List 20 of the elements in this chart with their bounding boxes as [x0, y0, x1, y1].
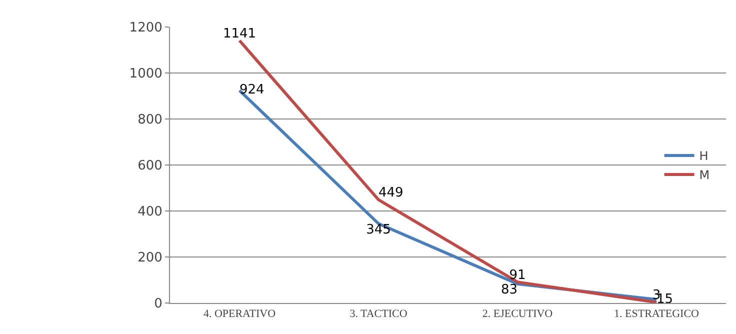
line-series — [238, 39, 658, 303]
y-tick-label: 1200 — [129, 20, 162, 36]
data-label: 449 — [378, 185, 404, 200]
y-tick-label: 400 — [138, 204, 162, 220]
data-label: 924 — [240, 82, 264, 98]
y-tick-label: 200 — [138, 250, 162, 266]
data-label: 91 — [509, 268, 526, 283]
legend-label: H — [699, 149, 708, 164]
x-tick-label: 3. TACTICO — [350, 308, 408, 320]
x-tick-label: 2. EJECUTIVO — [482, 308, 553, 320]
x-tick-label: 1. ESTRATEGICO — [614, 308, 700, 320]
legend-label: M — [699, 168, 710, 182]
y-tick-label: 0 — [154, 296, 162, 312]
data-label: 1141 — [222, 26, 256, 42]
y-tick-label: 800 — [138, 112, 162, 128]
data-label: 345 — [366, 222, 391, 238]
y-tick-label: 1000 — [129, 66, 162, 82]
x-tick-label: 4. OPERATIVO — [203, 308, 276, 320]
data-label: 83 — [500, 282, 518, 298]
y-tick-label: 600 — [138, 158, 162, 174]
